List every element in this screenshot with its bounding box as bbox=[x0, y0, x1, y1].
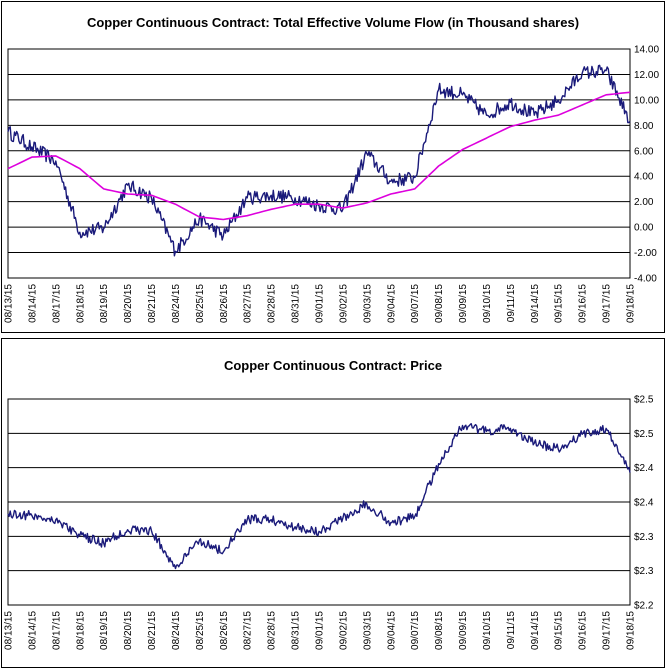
x-tick-label: 09/07/15 bbox=[410, 284, 421, 323]
x-tick-label: 08/20/15 bbox=[123, 611, 134, 650]
x-tick-label: 09/17/15 bbox=[602, 611, 613, 650]
x-tick-label: 08/27/15 bbox=[243, 611, 254, 650]
y-tick-label: $2.3 bbox=[634, 532, 654, 543]
x-tick-label: 08/21/15 bbox=[147, 284, 158, 323]
y-tick-label: $2.5 bbox=[634, 429, 654, 440]
x-tick-label: 09/16/15 bbox=[578, 611, 589, 650]
y-tick-label: 4.00 bbox=[634, 172, 654, 183]
x-tick-label: 08/17/15 bbox=[51, 611, 62, 650]
volume-flow-panel: Copper Continuous Contract: Total Effect… bbox=[1, 1, 665, 333]
x-tick-label: 09/15/15 bbox=[554, 284, 565, 323]
x-tick-label: 09/02/15 bbox=[338, 284, 349, 323]
x-tick-label: 09/14/15 bbox=[530, 611, 541, 650]
x-tick-label: 08/24/15 bbox=[171, 284, 182, 323]
y-tick-label: 6.00 bbox=[634, 146, 654, 157]
x-tick-label: 09/11/15 bbox=[506, 284, 517, 323]
y-tick-label: 14.00 bbox=[634, 45, 659, 56]
y-tick-label: 8.00 bbox=[634, 121, 654, 132]
y-tick-label: $2.3 bbox=[634, 566, 654, 577]
x-tick-label: 08/26/15 bbox=[219, 284, 230, 323]
y-tick-label: $2.4 bbox=[634, 498, 654, 509]
x-tick-label: 08/31/15 bbox=[291, 284, 302, 323]
x-tick-label: 09/03/15 bbox=[362, 284, 373, 323]
x-tick-label: 08/25/15 bbox=[195, 611, 206, 650]
x-tick-label: 08/25/15 bbox=[195, 284, 206, 323]
x-tick-label: 09/09/15 bbox=[458, 284, 469, 323]
x-tick-label: 08/17/15 bbox=[51, 284, 62, 323]
x-tick-label: 08/14/15 bbox=[27, 284, 38, 323]
x-tick-label: 09/08/15 bbox=[434, 284, 445, 323]
x-tick-label: 08/19/15 bbox=[99, 284, 110, 323]
x-tick-label: 09/07/15 bbox=[410, 611, 421, 650]
x-tick-label: 08/21/15 bbox=[147, 611, 158, 650]
x-tick-label: 08/31/15 bbox=[291, 611, 302, 650]
y-tick-label: $2.4 bbox=[634, 463, 654, 474]
x-tick-label: 09/03/15 bbox=[362, 611, 373, 650]
x-tick-label: 09/10/15 bbox=[482, 611, 493, 650]
y-tick-label: $2.5 bbox=[634, 395, 654, 406]
y-tick-label: -2.00 bbox=[634, 248, 657, 259]
x-tick-label: 09/14/15 bbox=[530, 284, 541, 323]
x-tick-label: 08/26/15 bbox=[219, 611, 230, 650]
y-tick-label: 2.00 bbox=[634, 197, 654, 208]
x-tick-label: 08/27/15 bbox=[243, 284, 254, 323]
x-tick-label: 09/11/15 bbox=[506, 611, 517, 650]
x-tick-label: 09/15/15 bbox=[554, 611, 565, 650]
plot-area-frame bbox=[7, 398, 631, 606]
y-tick-label: $2.2 bbox=[634, 601, 654, 612]
x-tick-label: 09/04/15 bbox=[386, 611, 397, 650]
series-line bbox=[7, 64, 631, 257]
x-tick-label: 08/24/15 bbox=[171, 611, 182, 650]
x-tick-label: 09/08/15 bbox=[434, 611, 445, 650]
x-tick-label: 08/18/15 bbox=[75, 284, 86, 323]
x-tick-label: 09/01/15 bbox=[315, 284, 326, 323]
price-panel: Copper Continuous Contract: Price $2.2 $2… bbox=[1, 338, 665, 668]
x-tick-label: 09/09/15 bbox=[458, 611, 469, 650]
x-tick-label: 09/18/15 bbox=[626, 284, 637, 323]
x-tick-label: 08/14/15 bbox=[27, 611, 38, 650]
x-tick-label: 08/19/15 bbox=[99, 611, 110, 650]
x-tick-label: 09/04/15 bbox=[386, 284, 397, 323]
x-tick-label: 08/18/15 bbox=[75, 611, 86, 650]
x-tick-label: 09/16/15 bbox=[578, 284, 589, 323]
y-tick-label: -4.00 bbox=[634, 274, 657, 285]
plot-area-frame bbox=[7, 48, 631, 279]
x-tick-label: 08/20/15 bbox=[123, 284, 134, 323]
x-tick-label: 08/13/15 bbox=[4, 284, 15, 323]
x-tick-label: 09/10/15 bbox=[482, 284, 493, 323]
x-tick-label: 09/02/15 bbox=[338, 611, 349, 650]
series-line bbox=[7, 422, 631, 570]
x-tick-label: 09/18/15 bbox=[626, 611, 637, 650]
y-tick-label: 10.00 bbox=[634, 95, 659, 106]
moving-average-line bbox=[7, 91, 631, 221]
y-tick-label: 12.00 bbox=[634, 70, 659, 81]
x-tick-label: 09/01/15 bbox=[315, 611, 326, 650]
price-chart: $2.2 $2.3 $2.3 $2.4 $2.4 $2.5 $2.5 08/13/15 08/1… bbox=[4, 395, 654, 650]
y-tick-label: 0.00 bbox=[634, 223, 654, 234]
price-chart-title: Copper Continuous Contract: Price bbox=[223, 358, 443, 373]
x-tick-label: 08/28/15 bbox=[267, 284, 278, 323]
volume-flow-chart: -4.00 -2.00 0.00 2.00 4.00 6.00 8.00 10.00 12.00… bbox=[4, 45, 660, 323]
x-tick-label: 08/13/15 bbox=[4, 611, 15, 650]
x-tick-label: 08/28/15 bbox=[267, 611, 278, 650]
x-tick-label: 09/17/15 bbox=[602, 284, 613, 323]
volume-flow-chart-title: Copper Continuous Contract: Total Effect… bbox=[86, 15, 580, 30]
